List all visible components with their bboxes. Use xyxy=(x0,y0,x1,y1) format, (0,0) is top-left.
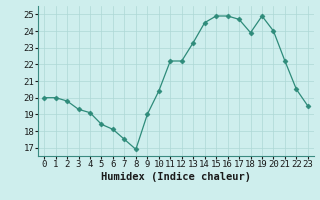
X-axis label: Humidex (Indice chaleur): Humidex (Indice chaleur) xyxy=(101,172,251,182)
